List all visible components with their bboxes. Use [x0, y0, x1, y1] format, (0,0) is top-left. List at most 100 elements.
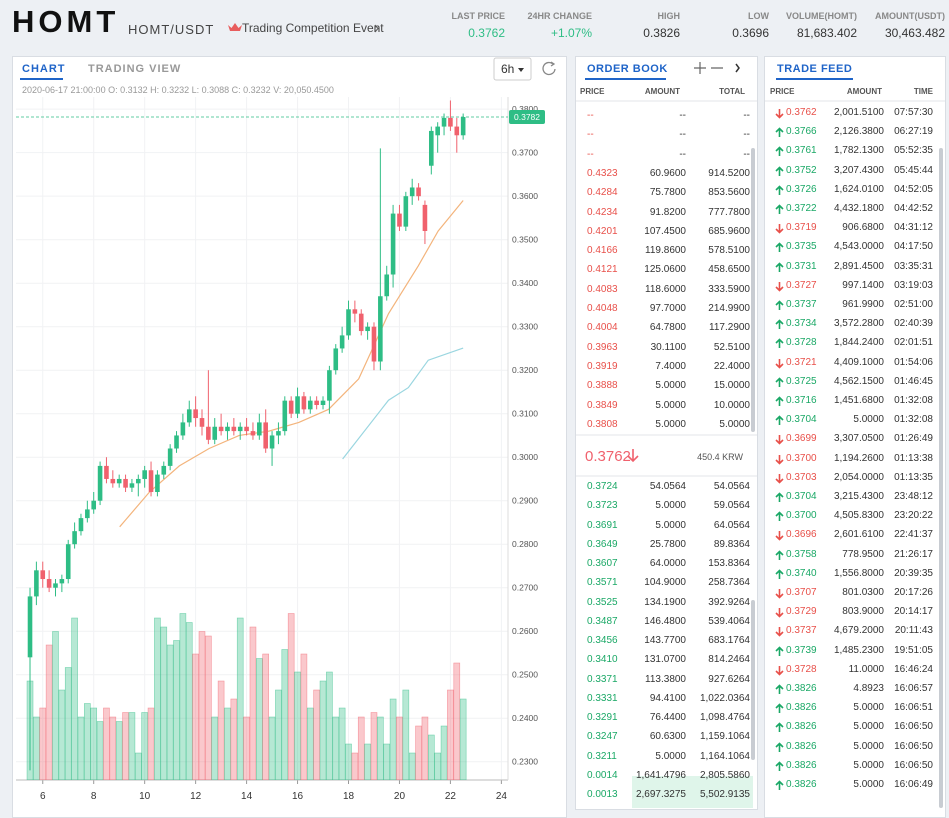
refresh-icon[interactable]: [542, 61, 556, 76]
volume-bar: [306, 707, 314, 780]
trade-price: 0.3696: [786, 529, 817, 541]
order-amount: 60.9600: [649, 167, 686, 179]
candle-body: [295, 396, 300, 414]
stat-label: VOLUME(HOMT): [786, 11, 857, 21]
order-total: 10.0000: [713, 399, 750, 411]
trade-amount: 1,624.0100: [833, 183, 884, 195]
zoom-icons[interactable]: [694, 62, 723, 74]
order-amount: 143.7700: [644, 635, 686, 646]
trade-time: 16:06:57: [894, 683, 933, 694]
candle-body: [257, 422, 262, 436]
candle-body: [282, 400, 288, 432]
volume-bar: [357, 716, 365, 780]
down-arrow: [775, 358, 784, 369]
volume-bar: [268, 716, 276, 780]
stat-label: HIGH: [657, 11, 681, 21]
candle-body: [441, 117, 447, 127]
order-total: 458.6500: [708, 264, 750, 276]
down-arrow: [775, 473, 784, 484]
interval[interactable]: 6h: [501, 62, 515, 76]
candle-body: [352, 309, 358, 314]
order-price: 0.4201: [587, 225, 618, 237]
trade-price: 0.3727: [786, 279, 817, 291]
order-total: 927.6264: [708, 673, 750, 685]
column-header: AMOUNT: [846, 87, 882, 96]
order-total: 914.5200: [708, 167, 750, 179]
order-total: 15.0000: [713, 380, 750, 392]
column-header: TOTAL: [719, 87, 745, 96]
order-price: 0.3571: [587, 577, 618, 589]
volume-bar: [338, 707, 346, 780]
interval-dropdown[interactable]: [493, 57, 532, 81]
order-amount: 5.0000: [655, 418, 686, 430]
trade-amount: 4,432.1800: [833, 203, 884, 214]
order-price: 0.0014: [587, 769, 618, 781]
candle-body: [174, 435, 179, 449]
up-arrow: [775, 722, 784, 733]
volume-bar: [166, 644, 174, 780]
candle-body: [59, 579, 65, 584]
volume-bar: [440, 725, 448, 780]
trade-amount: 2,001.5100: [833, 107, 884, 118]
trade-amount: 5.0000: [853, 759, 884, 771]
volume-bar: [217, 680, 225, 780]
volume-bar: [154, 617, 161, 780]
trade-price: 0.3826: [786, 779, 817, 790]
scrollbar[interactable]: [939, 148, 943, 808]
y-tick-label: 0.3300: [512, 322, 538, 332]
trade-price: 0.3731: [786, 260, 817, 272]
volume-bar: [389, 698, 397, 780]
order-amount: 60.6300: [649, 731, 686, 743]
panel-title[interactable]: TRADE FEED: [777, 63, 853, 75]
order-price: 0.3919: [587, 360, 618, 372]
order-price: --: [587, 148, 594, 160]
order-amount: 94.4100: [649, 692, 686, 704]
volume-bar: [84, 703, 91, 780]
trade-time: 06:27:19: [894, 126, 933, 138]
y-tick-label: 0.3600: [512, 191, 538, 201]
trade-price: 0.3826: [786, 721, 817, 733]
scrollbar[interactable]: [751, 148, 755, 432]
tab[interactable]: CHART: [22, 63, 66, 75]
candle-body: [276, 431, 281, 436]
scrollbar[interactable]: [751, 600, 755, 760]
candle-body: [116, 478, 122, 484]
order-price: 0.3211: [587, 750, 617, 762]
trade-amount: 3,215.4300: [833, 491, 884, 502]
candle-body: [72, 531, 77, 545]
x-tick-label: 22: [445, 791, 457, 802]
trade-time: 04:17:50: [894, 241, 933, 253]
tab[interactable]: TRADING VIEW: [88, 63, 182, 75]
trade-time: 01:32:08: [894, 414, 933, 426]
candle-body: [167, 448, 173, 466]
stat-label: LOW: [748, 11, 769, 21]
plot: [26, 100, 467, 780]
order-price: 0.3888: [587, 380, 618, 392]
order-total: 59.0564: [713, 500, 750, 512]
candle-body: [155, 474, 160, 493]
order-price: 0.3331: [587, 692, 618, 704]
mid-price: 0.3762: [585, 448, 631, 465]
order-total: 1,022.0364: [699, 692, 750, 704]
volume-bar: [173, 640, 180, 780]
order-total: 153.8364: [708, 558, 750, 569]
volume-bar: [415, 725, 422, 780]
order-total: 5,502.9135: [699, 789, 750, 800]
next-icon[interactable]: [735, 63, 740, 73]
order-amount: 104.9000: [644, 577, 686, 589]
volume-bar: [453, 662, 461, 780]
order-total: 853.5600: [708, 187, 750, 199]
panel-title[interactable]: ORDER BOOK: [587, 63, 668, 75]
trade-price: 0.3737: [786, 299, 817, 310]
event-link[interactable]: Trading Competition Event: [242, 21, 384, 35]
candle-body: [148, 470, 154, 493]
volume-bar: [345, 743, 352, 780]
trade-price: 0.3699: [786, 433, 817, 445]
chevron-icon[interactable]: [374, 24, 379, 33]
volume-bar: [33, 716, 40, 780]
trade-price: 0.3707: [786, 587, 817, 598]
volume-bar: [281, 649, 289, 780]
order-total: 54.0564: [713, 481, 750, 492]
candle-body: [435, 126, 440, 136]
order-price: --: [587, 129, 594, 141]
